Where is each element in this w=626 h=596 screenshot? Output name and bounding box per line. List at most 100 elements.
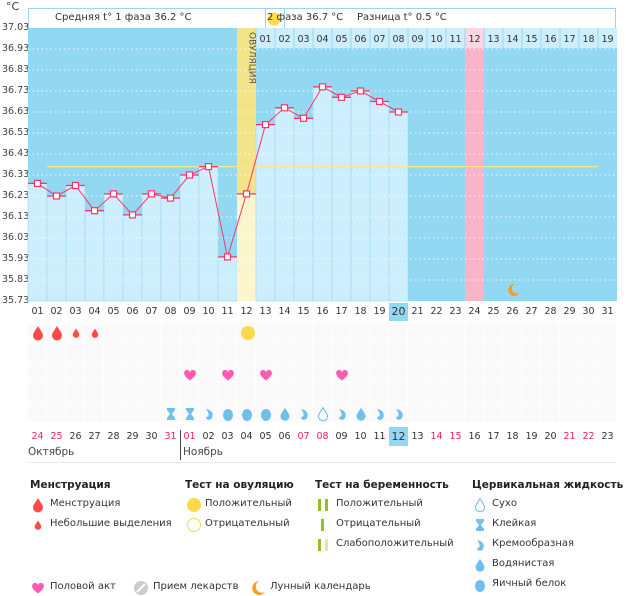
month-divider [180, 430, 181, 460]
grid-cell [28, 403, 46, 422]
pregnancy-test-negative-icon [315, 517, 331, 533]
grid-cell [427, 343, 445, 362]
calendar-date: 15 [449, 431, 462, 442]
month-label: Октябрь [28, 446, 75, 458]
cycle-day-label: 14 [278, 306, 291, 317]
grid-cell [522, 363, 540, 382]
cycle-day-label: 02 [50, 306, 63, 317]
y-tick-label: 36.03 [2, 232, 30, 243]
temperature-bar [388, 111, 409, 302]
cycle-day-label: 29 [563, 306, 576, 317]
y-tick-label: 36.23 [2, 190, 30, 201]
cycle-day-label: 27 [525, 306, 538, 317]
temperature-point [223, 253, 232, 261]
legend-item-label: Положительный [336, 498, 423, 509]
grid-cell [446, 323, 464, 342]
cycle-day-label: 08 [164, 306, 177, 317]
grid-cell [256, 343, 274, 362]
grid-cell [104, 383, 122, 402]
legend-heading: Цервикальная жидкость [472, 479, 624, 491]
calendar-date: 01 [183, 431, 196, 442]
post-ovulation-highlight [465, 28, 484, 48]
calendar-date: 30 [145, 431, 158, 442]
grid-cell [275, 343, 293, 362]
temperature-bar [160, 197, 181, 302]
grid-cell [199, 383, 217, 402]
ovulation-test-positive-icon [239, 324, 255, 342]
grid-cell [579, 363, 597, 382]
creamy-mucus-icon [372, 405, 388, 423]
legend-item-label: Небольшие выделения [50, 518, 172, 529]
grid-cell [522, 403, 540, 422]
grid-cell [142, 403, 160, 422]
cycle-day-label: 12 [240, 306, 253, 317]
legend-item-label: Положительный [205, 498, 292, 509]
grid-cell [465, 363, 483, 382]
post-ovulation-day-label: 08 [392, 34, 404, 45]
temperature-bar [103, 193, 124, 302]
calendar-date: 08 [316, 431, 329, 442]
grid-cell [66, 363, 84, 382]
grid-cell [465, 343, 483, 362]
eggwhite-mucus-icon [220, 405, 236, 423]
grid-cell [408, 323, 426, 342]
grid-cell [199, 363, 217, 382]
calendar-date: 29 [126, 431, 139, 442]
watery-mucus-icon [353, 405, 369, 423]
calendar-date: 03 [221, 431, 234, 442]
calendar-date: 12 [389, 427, 408, 446]
grid-cell [427, 403, 445, 422]
grid-cell [313, 323, 331, 342]
temperature-point [318, 83, 327, 91]
grid-cell [28, 383, 46, 402]
grid-cell [560, 363, 578, 382]
y-tick-label: 35.73 [2, 295, 30, 306]
calendar-date: 21 [563, 431, 576, 442]
calendar-date: 22 [582, 431, 595, 442]
cycle-day-label: 28 [544, 306, 557, 317]
grid-cell [142, 343, 160, 362]
spotting-drop-icon [68, 324, 84, 342]
grid-cell [313, 363, 331, 382]
highlight-column [465, 28, 484, 301]
cycle-day-label: 04 [88, 306, 101, 317]
y-tick-label: 36.83 [2, 64, 30, 75]
calendar-date: 26 [69, 431, 82, 442]
calendar-date: 18 [506, 431, 519, 442]
sticky-mucus-icon [472, 517, 488, 533]
y-tick-label: 35.93 [2, 253, 30, 264]
pregnancy-test-positive-icon [315, 497, 331, 513]
cycle-day-label: 03 [69, 306, 82, 317]
grid-cell [123, 323, 141, 342]
grid-cell [256, 323, 274, 342]
grid-cell [465, 323, 483, 342]
temperature-point [375, 97, 384, 106]
grid-cell [275, 383, 293, 402]
ovulation-label: ОВУЛЯЦИЯ [247, 32, 257, 84]
grid-cell [66, 343, 84, 362]
phase2-average: 2 фаза 36.7 °C [267, 12, 344, 23]
grid-cell [351, 363, 369, 382]
temperature-point [280, 104, 289, 112]
grid-cell [237, 343, 255, 362]
grid-cell [389, 323, 407, 342]
grid-cell [332, 323, 350, 342]
temperature-bar [255, 124, 276, 302]
post-ovulation-day-label: 18 [582, 34, 594, 45]
phase1-average: Средняя t° 1 фаза 36.2 °C [55, 12, 192, 23]
watery-mucus-icon [472, 557, 488, 573]
grid-cell [427, 323, 445, 342]
calendar-date: 10 [354, 431, 367, 442]
cycle-day-label: 25 [487, 306, 500, 317]
grid-cell [218, 343, 236, 362]
calendar-date: 27 [88, 431, 101, 442]
cycle-day-label: 16 [316, 306, 329, 317]
legend-item-label: Прием лекарств [153, 581, 239, 592]
legend-item-label: Сухо [492, 498, 517, 509]
grid-cell [104, 343, 122, 362]
grid-cell [560, 343, 578, 362]
grid-cell [104, 403, 122, 422]
heart-icon [182, 366, 198, 384]
eggwhite-mucus-icon [258, 405, 274, 423]
grid-cell [123, 403, 141, 422]
